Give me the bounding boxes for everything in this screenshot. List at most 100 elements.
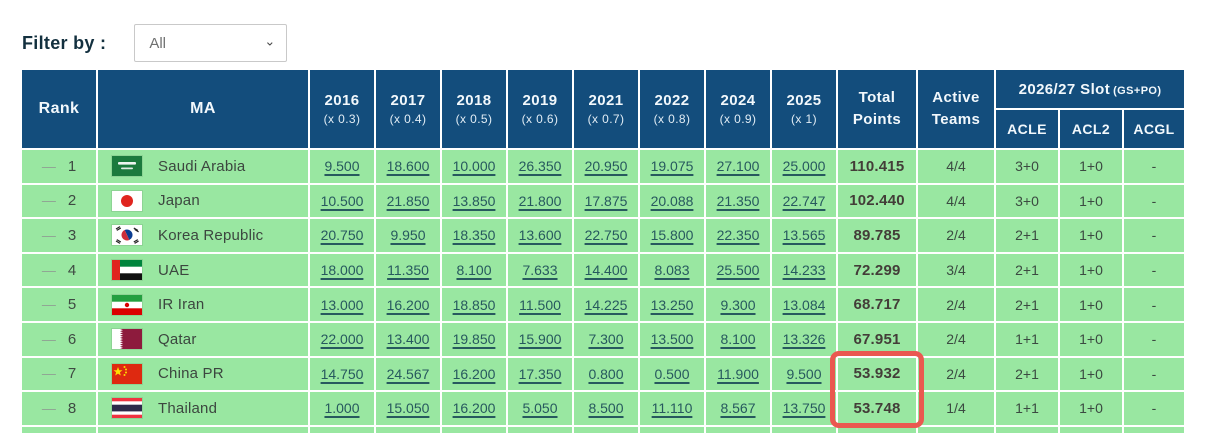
score-link[interactable]: 9.500 xyxy=(324,158,360,175)
flag-china-pr-icon xyxy=(112,363,142,384)
score-link[interactable]: 22.350 xyxy=(716,227,760,244)
total-points-cell: 68.717 xyxy=(838,288,916,321)
score-link[interactable]: 9.950 xyxy=(390,227,426,244)
country-name: UAE xyxy=(158,261,190,279)
score-link[interactable]: 8.567 xyxy=(720,400,756,417)
acle-cell: 2+1 xyxy=(996,253,1058,287)
score-link[interactable]: 26.350 xyxy=(518,158,562,175)
score-link[interactable]: 24.567 xyxy=(386,365,430,382)
score-cell: 9.500 xyxy=(310,150,374,183)
score-link[interactable]: 11.900 xyxy=(717,365,759,382)
score-link[interactable]: 7.300 xyxy=(588,331,624,348)
score-link[interactable]: 25.500 xyxy=(716,262,760,279)
score-link[interactable]: 10.500 xyxy=(320,192,364,209)
score-link[interactable]: 21.850 xyxy=(386,192,430,209)
ma-cell: Japan xyxy=(98,184,308,218)
score-link[interactable]: 25.000 xyxy=(782,158,826,175)
score-cell: 13.565 xyxy=(772,219,836,252)
score-cell: 5.050 xyxy=(508,392,572,425)
flag-korea-republic-icon xyxy=(112,225,142,246)
score-link[interactable]: 11.110 xyxy=(651,400,693,417)
score-link[interactable]: 27.100 xyxy=(716,158,760,175)
score-cell: 22.747 xyxy=(772,184,836,218)
score-link[interactable]: 13.565 xyxy=(782,227,826,244)
score-link[interactable]: 9.300 xyxy=(720,296,756,313)
score-link[interactable]: 13.326 xyxy=(782,331,826,348)
ma-cell: Saudi Arabia xyxy=(98,150,308,183)
score-link[interactable]: 17.875 xyxy=(584,192,628,209)
score-link[interactable]: 22.000 xyxy=(320,331,364,348)
acle-cell: 2+1 xyxy=(996,288,1058,321)
score-link[interactable]: 22.750 xyxy=(584,227,628,244)
score-link[interactable]: 13.850 xyxy=(452,192,496,209)
score-cell: 21.850 xyxy=(376,184,440,218)
score-link[interactable]: 18.850 xyxy=(452,296,496,313)
acgl-cell: - xyxy=(1124,253,1185,287)
score-link[interactable]: 19.850 xyxy=(452,331,496,348)
score-link[interactable]: 14.750 xyxy=(320,365,364,382)
filter-select[interactable]: All xyxy=(134,24,288,62)
flag-qatar-icon xyxy=(112,329,142,350)
score-link[interactable]: 16.200 xyxy=(452,365,496,382)
score-link[interactable]: 8.100 xyxy=(720,331,756,348)
score-link[interactable]: 13.250 xyxy=(650,296,694,313)
score-link[interactable]: 16.200 xyxy=(452,400,496,417)
score-link[interactable]: 11.500 xyxy=(519,296,561,313)
score-link[interactable]: 21.800 xyxy=(518,192,562,209)
score-link[interactable]: 11.350 xyxy=(387,262,429,279)
trend-dash-icon: — xyxy=(41,399,56,416)
score-link[interactable]: 15.800 xyxy=(650,227,694,244)
score-link[interactable]: 5.050 xyxy=(522,400,558,417)
score-link[interactable]: 1.000 xyxy=(324,400,360,417)
score-cell: 13.250 xyxy=(640,288,704,321)
trend-dash-icon: — xyxy=(41,157,56,174)
score-link[interactable]: 13.750 xyxy=(782,400,826,417)
score-link[interactable]: 14.225 xyxy=(584,296,628,313)
score-link[interactable]: 21.350 xyxy=(716,192,760,209)
score-link[interactable]: 13.500 xyxy=(650,331,694,348)
score-link[interactable]: 8.083 xyxy=(654,262,690,279)
score-link[interactable]: 18.000 xyxy=(320,262,364,279)
acgl-cell: - xyxy=(1124,322,1185,356)
score-link[interactable]: 9.500 xyxy=(786,365,822,382)
score-link[interactable]: 14.233 xyxy=(782,262,826,279)
score-link[interactable]: 22.747 xyxy=(782,192,826,209)
active-teams-cell: 2/4 xyxy=(918,288,994,321)
ranking-table-wrap: Rank MA 2016 (x 0.3) 2017 (x 0.4) 2018 (x 0… xyxy=(20,68,1187,433)
score-link[interactable]: 13.000 xyxy=(320,296,364,313)
score-link[interactable]: 20.088 xyxy=(650,192,694,209)
score-link[interactable]: 17.350 xyxy=(518,365,562,382)
acle-cell: 2+1 xyxy=(996,357,1058,391)
score-link[interactable]: 15.050 xyxy=(386,400,430,417)
score-cell: 13.500 xyxy=(640,322,704,356)
score-link[interactable]: 8.100 xyxy=(456,262,492,279)
score-link[interactable]: 14.400 xyxy=(584,262,628,279)
score-link[interactable]: 0.500 xyxy=(654,365,690,382)
score-link[interactable]: 10.000 xyxy=(452,158,496,175)
score-link[interactable]: 19.075 xyxy=(650,158,694,175)
score-cell: 20.088 xyxy=(640,184,704,218)
score-link[interactable]: 13.400 xyxy=(386,331,430,348)
active-teams-cell: 2/4 xyxy=(918,322,994,356)
score-cell: 8.500 xyxy=(574,392,638,425)
score-link[interactable]: 15.900 xyxy=(518,331,562,348)
active-teams-cell: 1/4 xyxy=(918,392,994,425)
score-link[interactable]: 8.500 xyxy=(588,400,624,417)
score-cell: 19.075 xyxy=(640,150,704,183)
clipped-cell xyxy=(918,426,994,433)
country-name: China PR xyxy=(158,365,224,383)
score-link[interactable]: 0.800 xyxy=(588,365,624,382)
score-link[interactable]: 16.200 xyxy=(386,296,430,313)
score-cell: 9.950 xyxy=(376,219,440,252)
score-link[interactable]: 13.600 xyxy=(518,227,562,244)
country-name: IR Iran xyxy=(158,296,205,314)
score-cell: 21.800 xyxy=(508,184,572,218)
score-link[interactable]: 7.633 xyxy=(522,262,558,279)
score-link[interactable]: 20.950 xyxy=(584,158,628,175)
header-year-2016: 2016 (x 0.3) xyxy=(310,70,374,148)
score-cell: 8.083 xyxy=(640,253,704,287)
score-link[interactable]: 18.350 xyxy=(452,227,496,244)
score-link[interactable]: 13.084 xyxy=(782,296,826,313)
score-link[interactable]: 20.750 xyxy=(320,227,364,244)
score-link[interactable]: 18.600 xyxy=(386,158,430,175)
